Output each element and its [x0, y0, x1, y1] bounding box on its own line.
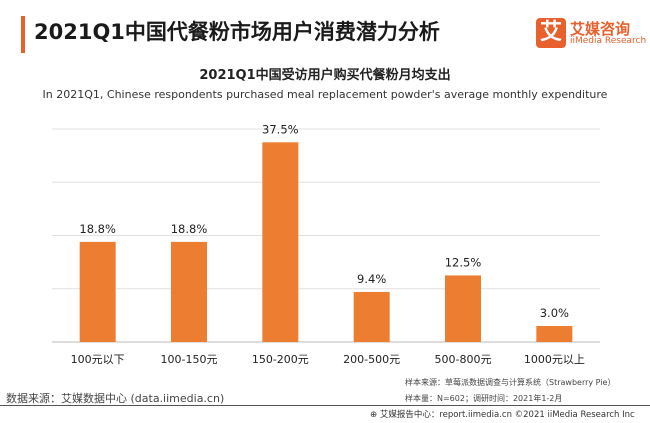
bar [79, 241, 116, 342]
data-label: 18.8% [171, 222, 208, 236]
logo-text-cn: 艾媒咨询 [570, 20, 631, 38]
page-title: 2021Q1中国代餐粉市场用户消费潜力分析 [34, 20, 440, 44]
logo-text-en: iiMedia Research [570, 36, 647, 46]
logo-icon: 艾 [536, 18, 566, 48]
x-tick-label: 1000元以上 [524, 353, 585, 366]
x-tick-label: 100-150元 [161, 353, 218, 366]
title-accent-bar [21, 16, 25, 53]
report-footer: ⊕ 艾媒报告中心：report.iimedia.cn ©2021 iiMedia… [370, 410, 635, 420]
chart-subtitle: In 2021Q1, Chinese respondents purchased… [42, 88, 608, 101]
data-label: 9.4% [357, 272, 386, 286]
data-label: 18.8% [79, 222, 116, 236]
x-tick-label: 150-200元 [252, 353, 309, 366]
data-label: 12.5% [445, 255, 482, 269]
sample-size: 样本量：N=602；调研时间：2021年1-2月 [405, 394, 563, 403]
logo: 艾 艾媒咨询 iiMedia Research [536, 18, 646, 50]
bar [536, 326, 573, 342]
sample-source: 样本来源：草莓派数据调查与计算系统（Strawberry Pie） [405, 378, 616, 387]
data-source: 数据来源：艾媒数据中心 (data.iimedia.cn) [6, 392, 225, 405]
chart-title: 2021Q1中国受访用户购买代餐粉月均支出 [199, 68, 451, 83]
bar [445, 275, 481, 342]
bar [262, 142, 299, 342]
report-footer-text: 艾媒报告中心：report.iimedia.cn ©2021 iiMedia R… [379, 410, 635, 420]
bar [353, 291, 390, 342]
x-tick-label: 500-800元 [435, 353, 492, 366]
data-label: 3.0% [540, 306, 569, 320]
x-tick-label: 200-500元 [343, 353, 400, 366]
footer-divider [0, 405, 650, 406]
bar [171, 241, 207, 342]
x-tick-label: 100元以下 [71, 353, 125, 366]
data-label: 37.5% [262, 122, 299, 136]
